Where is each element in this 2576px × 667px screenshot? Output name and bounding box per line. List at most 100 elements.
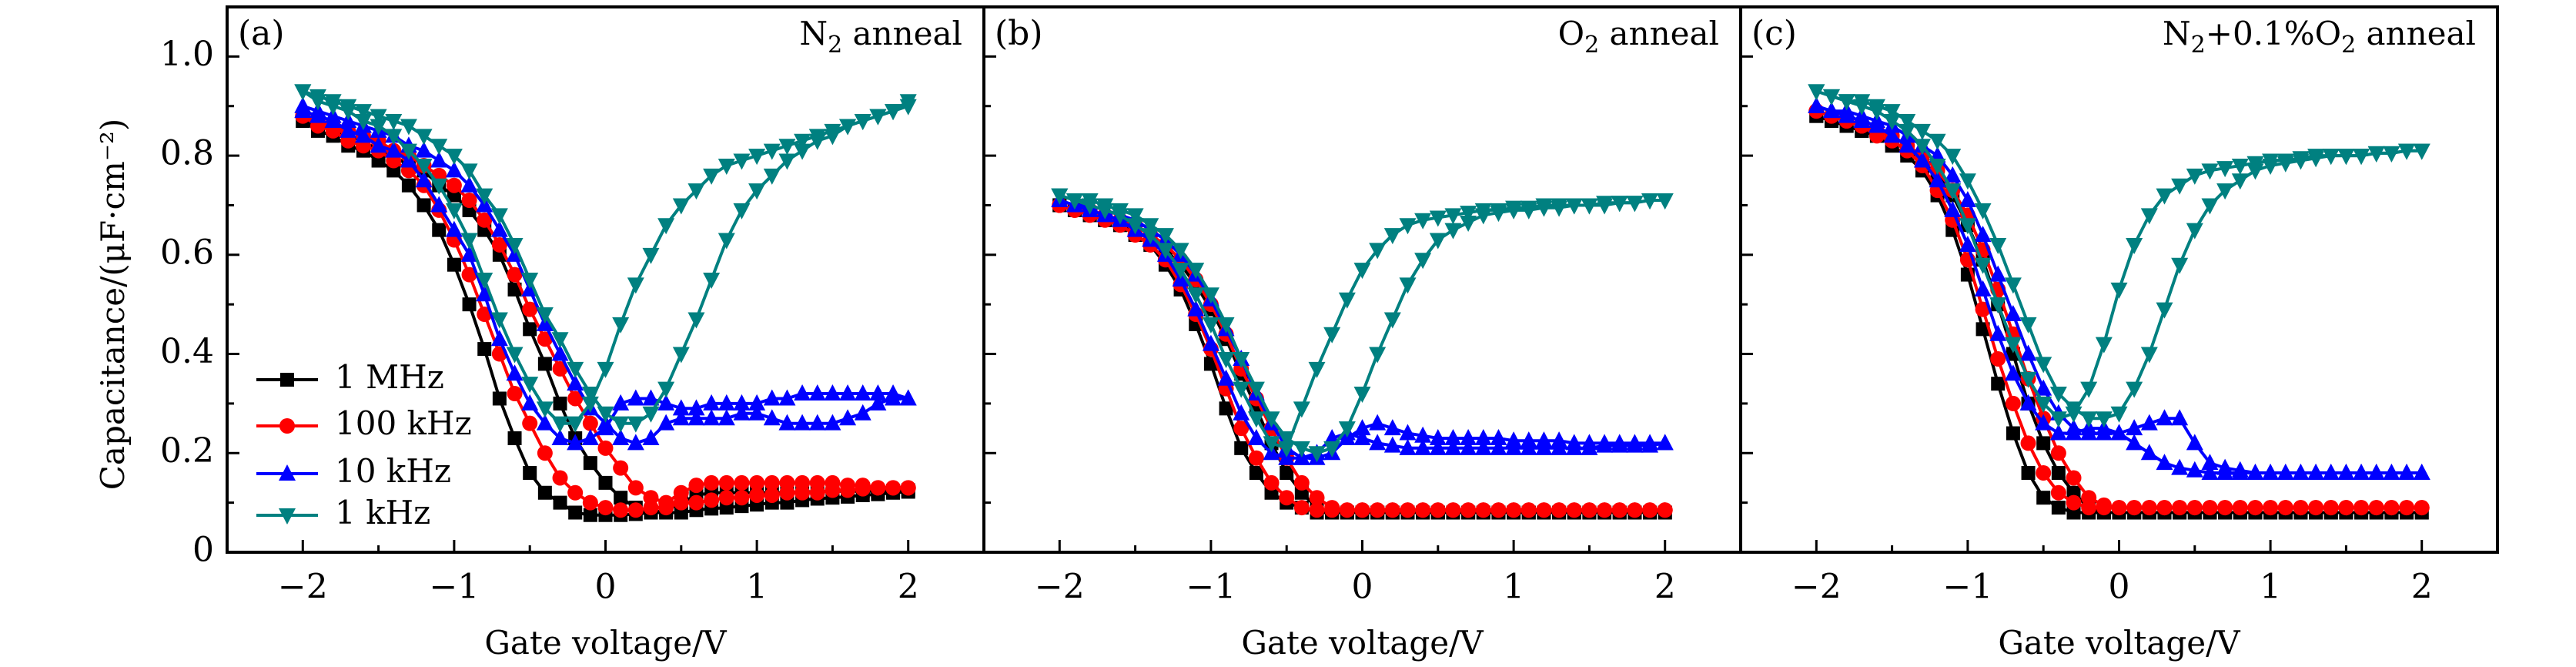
data-point xyxy=(1656,434,1674,451)
data-point xyxy=(460,233,478,250)
x-tick-label: −2 xyxy=(1035,568,1085,607)
data-point xyxy=(1974,257,1992,274)
data-point xyxy=(2246,163,2264,180)
x-axis-title: Gate voltage/V xyxy=(1241,624,1484,662)
data-point xyxy=(1551,200,1568,217)
data-point xyxy=(1096,198,1114,215)
data-point xyxy=(1565,198,1583,215)
data-point xyxy=(2050,484,2066,501)
data-point xyxy=(415,129,433,146)
data-point xyxy=(370,109,387,126)
data-point xyxy=(1989,237,2007,254)
data-point xyxy=(583,456,597,471)
legend-entry: 1 MHz xyxy=(256,358,444,396)
data-point xyxy=(1429,438,1447,455)
data-point xyxy=(2216,161,2234,178)
panel-tag: (b) xyxy=(995,14,1043,53)
data-point xyxy=(1944,183,1962,200)
data-point xyxy=(1505,203,1523,220)
data-point xyxy=(354,126,372,143)
data-point xyxy=(612,428,630,445)
data-point xyxy=(854,114,871,131)
data-point xyxy=(1929,171,1946,188)
data-point xyxy=(2292,464,2310,481)
data-point xyxy=(1974,280,1992,297)
series-line-sweep-b xyxy=(1815,109,2422,510)
y-tick-label: 0.8 xyxy=(160,134,214,173)
data-point xyxy=(2036,465,2052,481)
data-point xyxy=(2049,411,2067,428)
data-point xyxy=(1324,500,1340,516)
data-point xyxy=(477,342,492,357)
y-tick-label: 0.2 xyxy=(160,431,214,471)
data-point xyxy=(1490,438,1507,455)
series-1-khz xyxy=(294,84,917,433)
data-point xyxy=(1370,502,1386,518)
data-point xyxy=(2035,396,2052,413)
data-point xyxy=(551,428,569,445)
data-point xyxy=(627,480,644,496)
data-point xyxy=(657,381,675,398)
data-point xyxy=(642,428,660,445)
data-point xyxy=(1626,434,1644,451)
data-point xyxy=(1475,502,1491,518)
data-point xyxy=(1899,114,1916,131)
data-point xyxy=(1219,401,1233,416)
panel-title: N2 anneal xyxy=(799,15,962,59)
data-point xyxy=(1384,502,1400,518)
data-point xyxy=(1657,502,1673,518)
x-tick-label: −2 xyxy=(278,568,328,607)
data-point xyxy=(415,158,433,175)
data-point xyxy=(642,247,660,264)
data-point xyxy=(614,491,628,505)
data-point xyxy=(2065,401,2083,418)
data-point xyxy=(2353,464,2370,481)
data-point xyxy=(839,384,857,401)
data-point xyxy=(2036,436,2051,451)
data-point xyxy=(491,236,507,253)
data-point xyxy=(2156,188,2173,205)
data-point xyxy=(445,149,463,166)
data-point xyxy=(430,196,448,213)
data-point xyxy=(385,129,403,146)
data-point xyxy=(2231,461,2249,478)
data-point xyxy=(794,414,811,431)
data-point xyxy=(2004,364,2022,381)
legend-entry: 100 kHz xyxy=(256,404,472,442)
data-point xyxy=(2019,394,2037,411)
data-point xyxy=(460,176,478,193)
data-point xyxy=(1066,193,1083,210)
data-point xyxy=(522,415,538,431)
data-point xyxy=(1353,428,1371,445)
data-point xyxy=(507,386,523,402)
data-point xyxy=(2021,466,2036,481)
panel-title: N2+0.1%O2 anneal xyxy=(2163,15,2476,59)
data-point xyxy=(445,203,463,220)
data-point xyxy=(2004,277,2022,294)
data-point xyxy=(2020,435,2036,451)
data-point xyxy=(2201,464,2219,481)
data-point xyxy=(567,484,584,501)
x-tick-label: 2 xyxy=(898,568,919,607)
data-point xyxy=(1399,277,1417,294)
data-point xyxy=(2216,183,2234,200)
data-point xyxy=(2414,500,2430,516)
plot-frame xyxy=(982,5,1742,554)
data-point xyxy=(567,361,584,378)
data-point xyxy=(445,161,463,178)
data-point xyxy=(415,171,433,188)
legend-marker-circle-icon xyxy=(279,418,295,434)
data-point xyxy=(1279,490,1295,506)
data-point xyxy=(1581,198,1598,215)
data-point xyxy=(733,404,751,421)
data-point xyxy=(2277,464,2294,481)
data-point xyxy=(446,177,462,193)
data-point xyxy=(704,492,720,508)
data-point xyxy=(703,394,721,411)
data-point xyxy=(1490,428,1507,445)
data-point xyxy=(824,414,841,431)
data-point xyxy=(1414,438,1432,455)
data-point xyxy=(808,133,826,150)
data-point xyxy=(2065,419,2083,436)
data-point xyxy=(2201,198,2219,215)
